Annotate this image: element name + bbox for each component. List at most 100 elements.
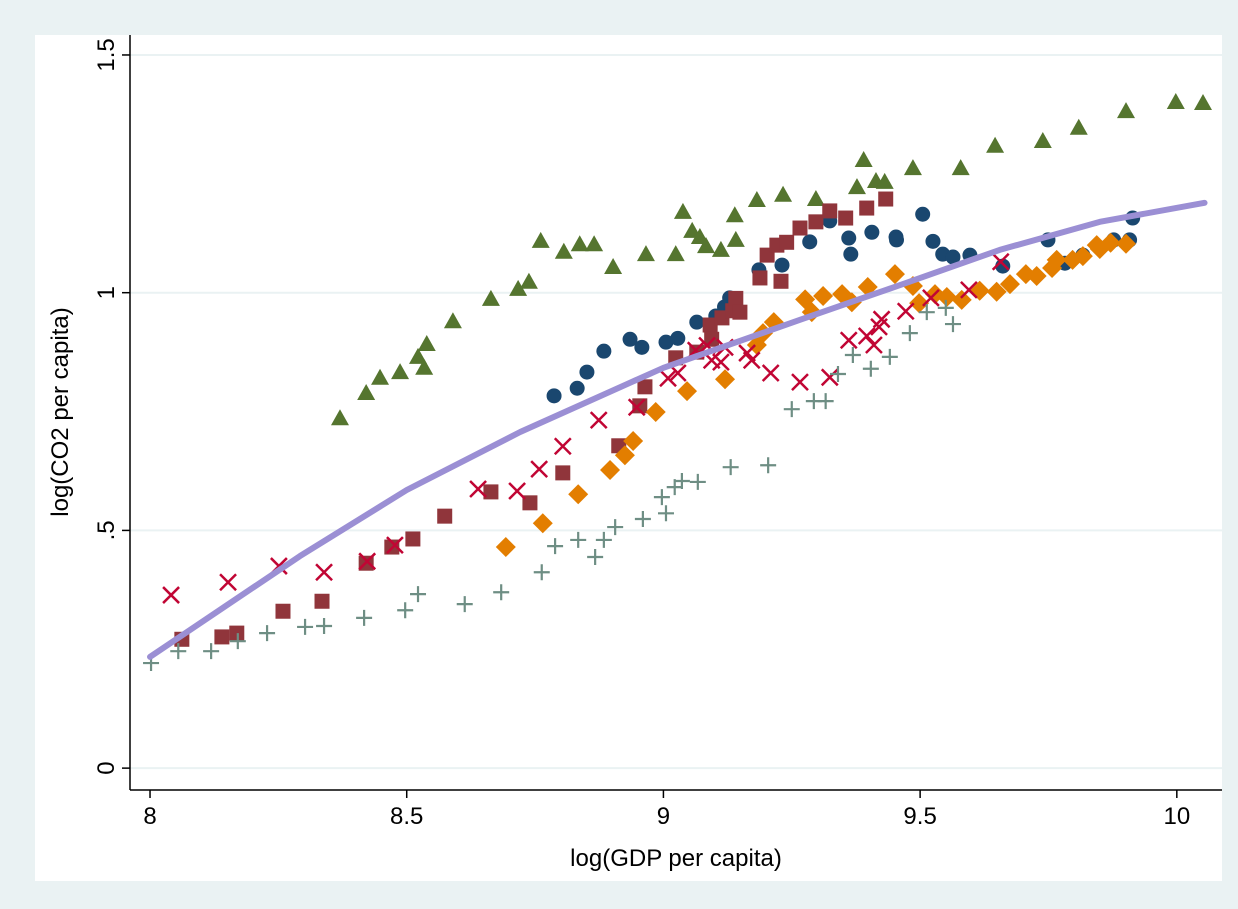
point bbox=[791, 373, 809, 391]
point bbox=[634, 339, 650, 355]
point bbox=[922, 289, 940, 307]
point bbox=[604, 258, 623, 275]
point bbox=[627, 398, 646, 417]
point bbox=[862, 360, 879, 377]
x-tick-label: 9.5 bbox=[903, 803, 936, 830]
point bbox=[481, 289, 500, 306]
point bbox=[773, 273, 789, 289]
point bbox=[229, 633, 246, 650]
x-tick-label: 9 bbox=[657, 803, 670, 830]
point bbox=[991, 252, 1010, 271]
point bbox=[579, 364, 595, 380]
point bbox=[808, 214, 824, 230]
point bbox=[844, 346, 861, 363]
point bbox=[409, 347, 428, 364]
point bbox=[495, 537, 516, 558]
point bbox=[1166, 93, 1185, 110]
point bbox=[689, 314, 705, 330]
point bbox=[951, 159, 970, 176]
point bbox=[760, 457, 777, 474]
point bbox=[839, 331, 858, 350]
point bbox=[657, 505, 674, 522]
point bbox=[659, 369, 677, 388]
point bbox=[875, 172, 894, 189]
point bbox=[469, 480, 487, 498]
point bbox=[522, 495, 538, 511]
point bbox=[555, 465, 571, 481]
point bbox=[945, 249, 961, 265]
point bbox=[854, 151, 873, 168]
point bbox=[999, 274, 1020, 295]
point bbox=[822, 203, 838, 219]
point bbox=[645, 402, 666, 423]
point bbox=[838, 210, 854, 226]
point bbox=[275, 603, 291, 619]
point bbox=[219, 573, 237, 592]
point bbox=[878, 191, 894, 207]
point bbox=[702, 317, 718, 333]
point bbox=[162, 586, 180, 604]
point bbox=[568, 484, 589, 505]
point bbox=[728, 290, 744, 306]
point bbox=[637, 379, 653, 395]
point bbox=[356, 609, 373, 626]
point bbox=[673, 202, 692, 219]
point bbox=[391, 363, 410, 380]
point bbox=[508, 482, 526, 500]
point bbox=[570, 531, 587, 548]
point bbox=[1194, 93, 1213, 110]
point bbox=[1072, 246, 1093, 267]
point bbox=[595, 531, 612, 548]
point bbox=[509, 279, 528, 296]
point bbox=[493, 584, 510, 601]
point bbox=[865, 336, 883, 354]
point bbox=[689, 473, 706, 490]
point bbox=[614, 445, 635, 466]
y-tick-label: 0 bbox=[93, 761, 120, 774]
point bbox=[864, 224, 880, 240]
point bbox=[937, 299, 954, 316]
point bbox=[531, 231, 550, 248]
point bbox=[677, 381, 698, 402]
point bbox=[817, 393, 834, 410]
point bbox=[802, 234, 818, 250]
point bbox=[229, 625, 245, 641]
point bbox=[820, 368, 839, 387]
point bbox=[330, 409, 349, 426]
point bbox=[666, 245, 685, 262]
point bbox=[960, 280, 978, 299]
point bbox=[634, 510, 651, 527]
point bbox=[596, 343, 612, 359]
point bbox=[417, 335, 436, 352]
point bbox=[761, 364, 780, 382]
y-axis-title: log(CO2 per capita) bbox=[47, 307, 74, 516]
point bbox=[405, 531, 421, 547]
point bbox=[1046, 249, 1067, 270]
point bbox=[658, 334, 674, 350]
point bbox=[357, 384, 376, 401]
point bbox=[1033, 132, 1052, 149]
point bbox=[203, 643, 220, 660]
point bbox=[554, 242, 573, 259]
point bbox=[533, 564, 550, 581]
point bbox=[607, 519, 624, 536]
point bbox=[386, 536, 404, 555]
y-tick-label: 1 bbox=[93, 286, 120, 299]
point bbox=[903, 159, 922, 176]
point bbox=[585, 235, 604, 252]
point bbox=[519, 272, 538, 289]
point bbox=[889, 232, 905, 248]
point bbox=[587, 549, 604, 566]
point bbox=[1026, 266, 1047, 287]
point bbox=[315, 563, 333, 582]
point bbox=[813, 286, 834, 307]
point bbox=[726, 230, 745, 247]
point bbox=[774, 185, 793, 202]
y-tick-label: .5 bbox=[93, 520, 120, 540]
point bbox=[896, 302, 915, 321]
point bbox=[673, 472, 690, 489]
point bbox=[951, 289, 972, 310]
point bbox=[918, 304, 935, 321]
